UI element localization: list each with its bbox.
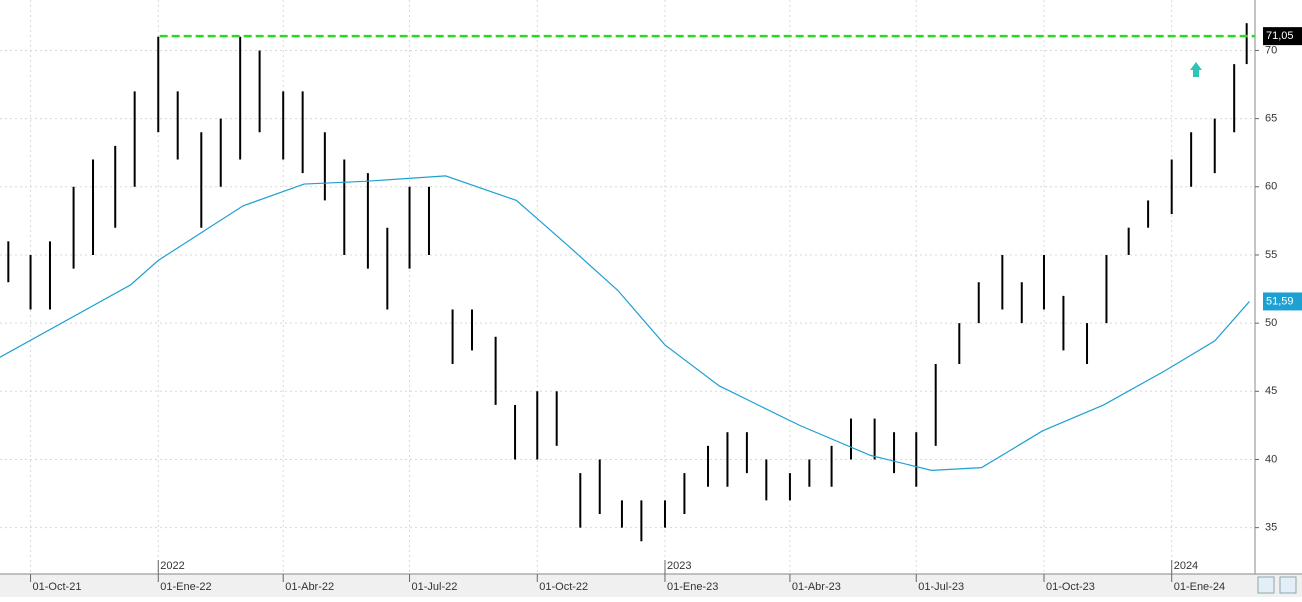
x-tick-label: 01-Oct-23 [1046,581,1095,593]
x-tick-label: 01-Ene-22 [160,581,211,593]
y-tick-label: 45 [1265,385,1277,397]
y-tick-label: 60 [1265,181,1277,193]
year-tick-label: 2023 [667,560,691,572]
y-tick-label: 70 [1265,44,1277,56]
button[interactable] [1279,576,1297,594]
x-tick-label: 01-Ene-24 [1174,581,1225,593]
moving-average-line [0,175,1250,471]
x-axis-band [0,574,1302,597]
y-tick-label: 50 [1265,317,1277,329]
y-tick-label: 35 [1265,522,1277,534]
x-tick-label: 01-Oct-22 [539,581,588,593]
year-tick-label: 2024 [1174,560,1198,572]
y-tick-label: 40 [1265,453,1277,465]
y-tick-label: 65 [1265,113,1277,125]
last-price-box [1263,27,1302,46]
x-tick-label: 01-Jul-22 [412,581,458,593]
arrow-icon [1190,62,1202,77]
y-tick-label: 55 [1265,249,1277,261]
x-tick-label: 01-Jul-23 [918,581,964,593]
last-price-label: 71,05 [1266,30,1294,42]
year-tick-label: 2022 [160,560,184,572]
ma-price-label: 51,59 [1266,295,1294,307]
x-tick-label: 01-Ene-23 [667,581,718,593]
button[interactable] [1257,576,1275,594]
x-tick-label: 01-Abr-22 [285,581,334,593]
ma-price-box [1263,292,1302,311]
x-tick-label: 01-Oct-21 [33,581,82,593]
x-tick-label: 01-Abr-23 [792,581,841,593]
